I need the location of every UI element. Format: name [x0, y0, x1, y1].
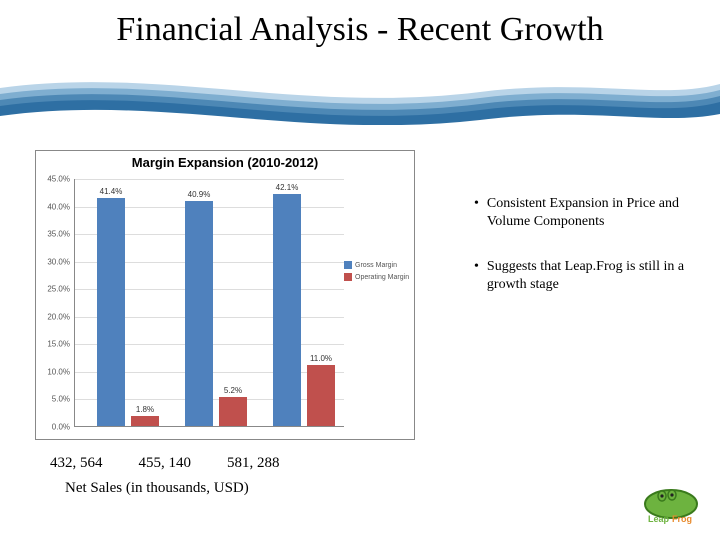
- chart-title: Margin Expansion (2010-2012): [36, 151, 414, 172]
- net-sales-label: Net Sales (in thousands, USD): [65, 480, 249, 497]
- legend-swatch: [344, 261, 352, 269]
- chart-plot-area: 41.4% 1.8% 40.9% 5.2% 42.1% 11.0%: [74, 179, 344, 427]
- bullet-dot-icon: •: [474, 258, 479, 293]
- legend-item: Gross Margin: [344, 261, 410, 269]
- legend-item: Operating Margin: [344, 273, 410, 281]
- y-tick-label: 5.0%: [52, 395, 70, 404]
- bar-value-label: 5.2%: [213, 386, 253, 395]
- legend-swatch: [344, 273, 352, 281]
- y-tick-label: 20.0%: [47, 312, 70, 321]
- bullet-item: •Suggests that Leap.Frog is still in a g…: [470, 258, 700, 293]
- margin-chart: Margin Expansion (2010-2012) 0.0% 5.0% 10.…: [35, 150, 415, 440]
- bullet-list: •Consistent Expansion in Price and Volum…: [470, 195, 700, 321]
- chart-bar: [219, 397, 247, 426]
- bar-value-label: 1.8%: [125, 405, 165, 414]
- slide-title: Financial Analysis - Recent Growth: [0, 0, 720, 49]
- y-tick-label: 30.0%: [47, 257, 70, 266]
- legend-label: Operating Margin: [355, 274, 409, 281]
- y-tick-label: 45.0%: [47, 175, 70, 184]
- bar-value-label: 11.0%: [301, 354, 341, 363]
- y-tick-label: 0.0%: [52, 423, 70, 432]
- leapfrog-logo: Leap Frog: [640, 486, 702, 526]
- net-sales-value: 581, 288: [227, 455, 280, 472]
- bar-value-label: 40.9%: [179, 190, 219, 199]
- bullet-item: •Consistent Expansion in Price and Volum…: [470, 195, 700, 230]
- y-tick-label: 25.0%: [47, 285, 70, 294]
- legend-label: Gross Margin: [355, 262, 397, 269]
- gridline: [75, 179, 344, 180]
- y-tick-label: 35.0%: [47, 230, 70, 239]
- slide-header: Financial Analysis - Recent Growth: [0, 0, 720, 120]
- chart-bar: [273, 194, 301, 426]
- chart-bar: [307, 365, 335, 426]
- chart-legend: Gross Margin Operating Margin: [344, 261, 410, 285]
- svg-text:Frog: Frog: [672, 514, 692, 524]
- y-tick-label: 10.0%: [47, 367, 70, 376]
- chart-bar: [131, 416, 159, 426]
- bullet-text: Suggests that Leap.Frog is still in a gr…: [487, 258, 700, 293]
- svg-text:Leap: Leap: [648, 514, 670, 524]
- bullet-text: Consistent Expansion in Price and Volume…: [487, 195, 700, 230]
- y-tick-label: 40.0%: [47, 202, 70, 211]
- chart-y-axis: 0.0%5.0%10.0%15.0%20.0%25.0%30.0%35.0%40…: [36, 179, 72, 427]
- y-tick-label: 15.0%: [47, 340, 70, 349]
- bullet-dot-icon: •: [474, 195, 479, 230]
- net-sales-value: 432, 564: [50, 455, 103, 472]
- bar-value-label: 42.1%: [267, 183, 307, 192]
- wave-decoration: [0, 70, 720, 125]
- net-sales-value: 455, 140: [139, 455, 192, 472]
- chart-bar: [97, 198, 125, 426]
- chart-bar: [185, 201, 213, 426]
- bar-value-label: 41.4%: [91, 187, 131, 196]
- net-sales-values: 432, 564 455, 140 581, 288: [50, 455, 280, 472]
